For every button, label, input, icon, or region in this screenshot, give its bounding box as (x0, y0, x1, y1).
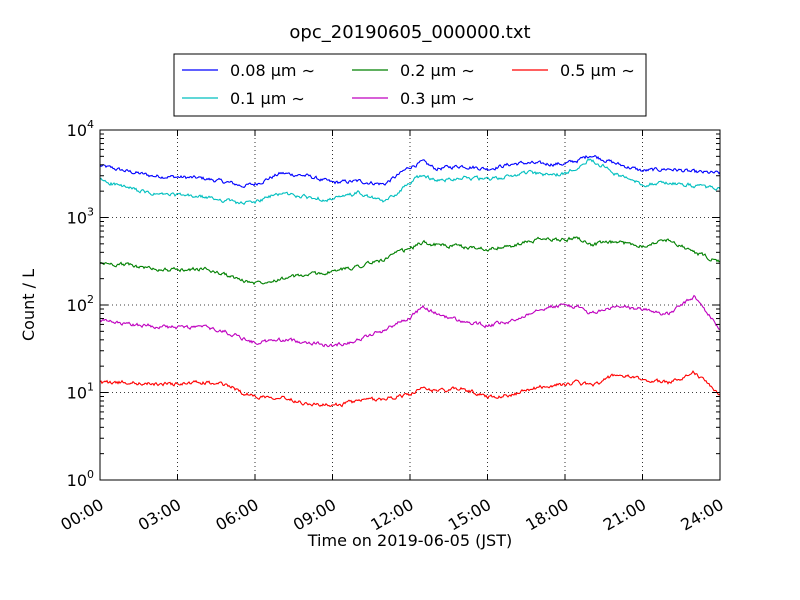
legend-label: 0.2 µm ∼ (400, 61, 475, 80)
legend-label: 0.08 µm ∼ (230, 61, 315, 80)
y-axis-label: Count / L (19, 269, 38, 341)
series-line (99, 236, 721, 286)
legend-label: 0.1 µm ∼ (230, 89, 305, 108)
legend: 0.08 µm ∼ 0.1 µm ∼ 0.2 µm ∼ 0.3 µm ∼ 0.5 µm … (173, 53, 647, 117)
y-tick-label: 100 (67, 468, 94, 490)
series-line (99, 158, 721, 206)
y-tick-label: 102 (67, 293, 94, 315)
legend-label: 0.5 µm ∼ (560, 61, 635, 80)
series-lines (99, 154, 721, 408)
ticks (99, 129, 721, 481)
x-axis-label: Time on 2019-06-05 (JST) (307, 531, 512, 550)
y-tick-labels: 100 101 102 103 104 (67, 118, 94, 490)
y-tick-label: 103 (67, 206, 94, 228)
y-tick-label: 101 (67, 381, 94, 403)
series-line (99, 154, 721, 189)
series-line (99, 294, 721, 348)
legend-label: 0.3 µm ∼ (400, 89, 475, 108)
grid-lines (100, 130, 720, 480)
legend-box (173, 53, 647, 117)
y-tick-label: 104 (67, 118, 94, 140)
chart-title: opc_20190605_000000.txt (289, 22, 530, 43)
series-line (99, 370, 721, 408)
